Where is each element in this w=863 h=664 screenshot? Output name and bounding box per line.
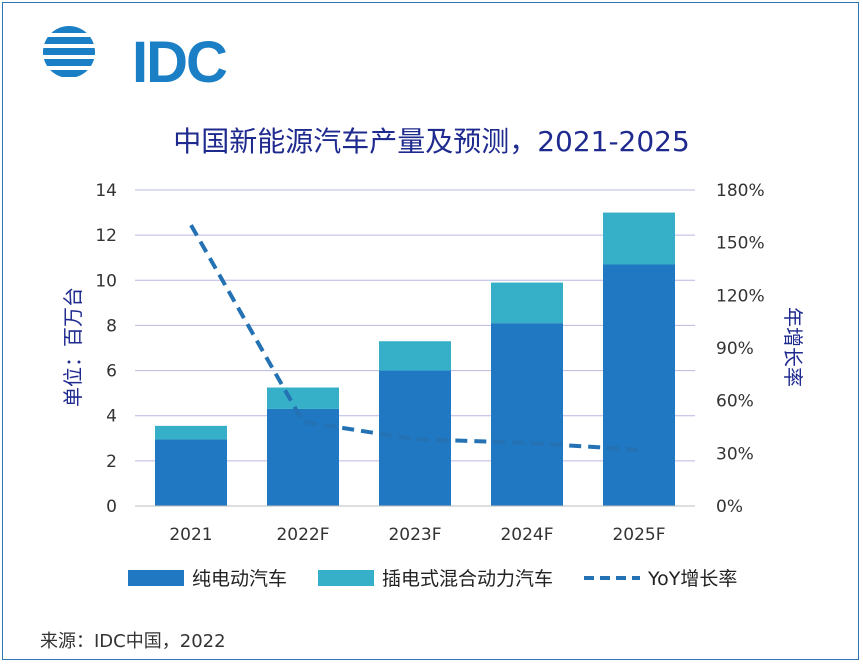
y2-tick-label: 120% [716, 286, 765, 306]
legend: 纯电动汽车 插电式混合动力汽车 YoY增长率 [128, 568, 737, 590]
y-tick-label: 4 [106, 407, 117, 427]
legend-swatch-bev [128, 570, 184, 586]
right-axis-ticks: 0% 30% 60% 90% 120% 150% 180% [716, 181, 765, 517]
y2-tick-label: 150% [716, 234, 765, 254]
bar-phev [379, 341, 451, 371]
legend-label-phev: 插电式混合动力汽车 [382, 568, 553, 590]
bar-bev [267, 408, 339, 506]
bar-bev [491, 323, 563, 506]
bar-phev [491, 282, 563, 324]
bar-phev [155, 425, 227, 440]
y2-tick-label: 90% [716, 339, 754, 359]
source-note: 来源：IDC中国，2022 [40, 631, 226, 652]
y-axis-label: 单位：百万台 [61, 287, 85, 407]
x-axis-ticks: 2021 2022F 2023F 2024F 2025F [169, 525, 665, 545]
y2-tick-label: 30% [716, 444, 754, 464]
y-tick-label: 12 [95, 226, 117, 246]
y-tick-label: 14 [95, 181, 117, 201]
x-tick-label: 2021 [169, 525, 212, 545]
y-tick-label: 6 [106, 362, 117, 382]
y2-tick-label: 0% [716, 497, 743, 517]
y-tick-label: 0 [106, 497, 117, 517]
bar-phev [267, 387, 339, 409]
bars [155, 212, 675, 506]
bar-bev [155, 439, 227, 506]
legend-label-bev: 纯电动汽车 [192, 568, 287, 590]
y2-axis-label: 年增长率 [781, 307, 805, 387]
idc-globe-icon [43, 26, 95, 77]
idc-logo-text: IDC [132, 30, 228, 95]
y2-tick-label: 180% [716, 181, 765, 201]
x-tick-label: 2023F [388, 525, 441, 545]
x-tick-label: 2025F [612, 525, 665, 545]
chart-title: 中国新能源汽车产量及预测，2021-2025 [173, 125, 690, 158]
y-tick-label: 8 [106, 316, 117, 336]
y-tick-label: 2 [106, 452, 117, 472]
y2-tick-label: 60% [716, 392, 754, 412]
y-tick-label: 10 [95, 271, 117, 291]
bar-bev [603, 264, 675, 506]
idc-logo: IDC [40, 22, 228, 92]
legend-swatch-phev [318, 570, 374, 586]
left-axis-ticks: 0 2 4 6 8 10 12 14 [95, 181, 117, 517]
x-tick-label: 2022F [276, 525, 329, 545]
x-tick-label: 2024F [500, 525, 553, 545]
legend-label-yoy: YoY增长率 [647, 568, 737, 590]
bar-phev [603, 212, 675, 265]
